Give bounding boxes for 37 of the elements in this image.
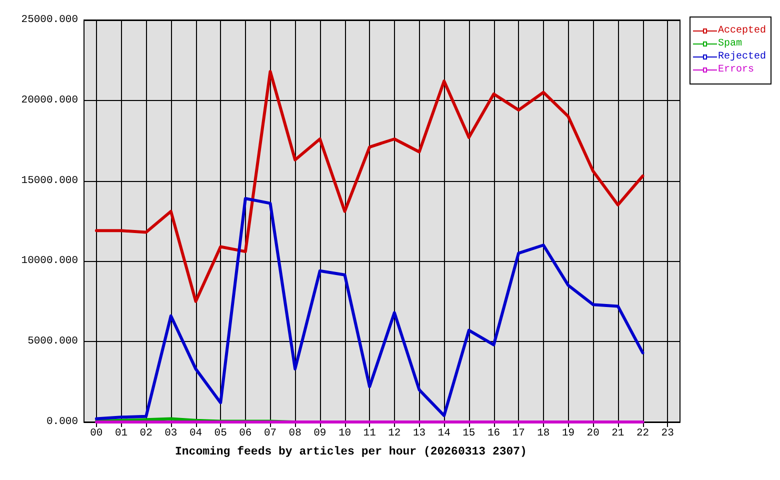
legend-label: Accepted	[718, 24, 766, 36]
x-tick-label: 20	[586, 428, 600, 440]
y-tick-label: 15000.000	[21, 174, 78, 187]
x-tick-label: 01	[114, 428, 128, 440]
y-tick-label: 25000.000	[21, 14, 78, 26]
y-tick-label: 10000.000	[21, 255, 78, 268]
x-tick-label: 06	[239, 428, 252, 440]
legend-label: Errors	[718, 64, 754, 76]
x-tick-label: 14	[438, 428, 450, 440]
x-tick-label: 04	[189, 428, 202, 440]
x-tick-label: 12	[388, 428, 401, 440]
x-tick-label: 13	[412, 428, 426, 440]
x-tick-label: 19	[562, 428, 575, 440]
y-tick-label: 20000.000	[21, 94, 78, 106]
x-tick-label: 07	[264, 428, 277, 440]
line-series	[94, 70, 644, 303]
y-tick-label: 5000.000	[28, 336, 78, 348]
x-tick-label: 05	[214, 428, 227, 440]
x-tick-label: 22	[636, 428, 650, 440]
x-tick-label: 17	[512, 428, 525, 440]
line-series	[94, 196, 644, 420]
x-tick-label: 00	[90, 428, 103, 440]
x-tick-label: 08	[288, 428, 302, 440]
x-tick-label: 03	[164, 428, 178, 440]
legend-label: Spam	[718, 38, 742, 50]
text: Incoming feeds by articles per hour (20260313 2307)	[175, 446, 527, 458]
x-tick-label: 09	[314, 428, 326, 440]
x-tick-label: 16	[487, 428, 500, 440]
x-tick-label: 11	[363, 428, 376, 440]
x-tick-label: 15	[462, 428, 476, 440]
y-tick-label: 0.000	[46, 416, 78, 428]
x-tick-label: 18	[537, 428, 550, 440]
x-tick-label: 21	[612, 428, 624, 440]
x-tick-label: 02	[140, 428, 152, 440]
x-tick-label: 10	[338, 428, 352, 440]
x-tick-label: 23	[661, 428, 674, 440]
legend-label: Rejected	[718, 50, 766, 62]
